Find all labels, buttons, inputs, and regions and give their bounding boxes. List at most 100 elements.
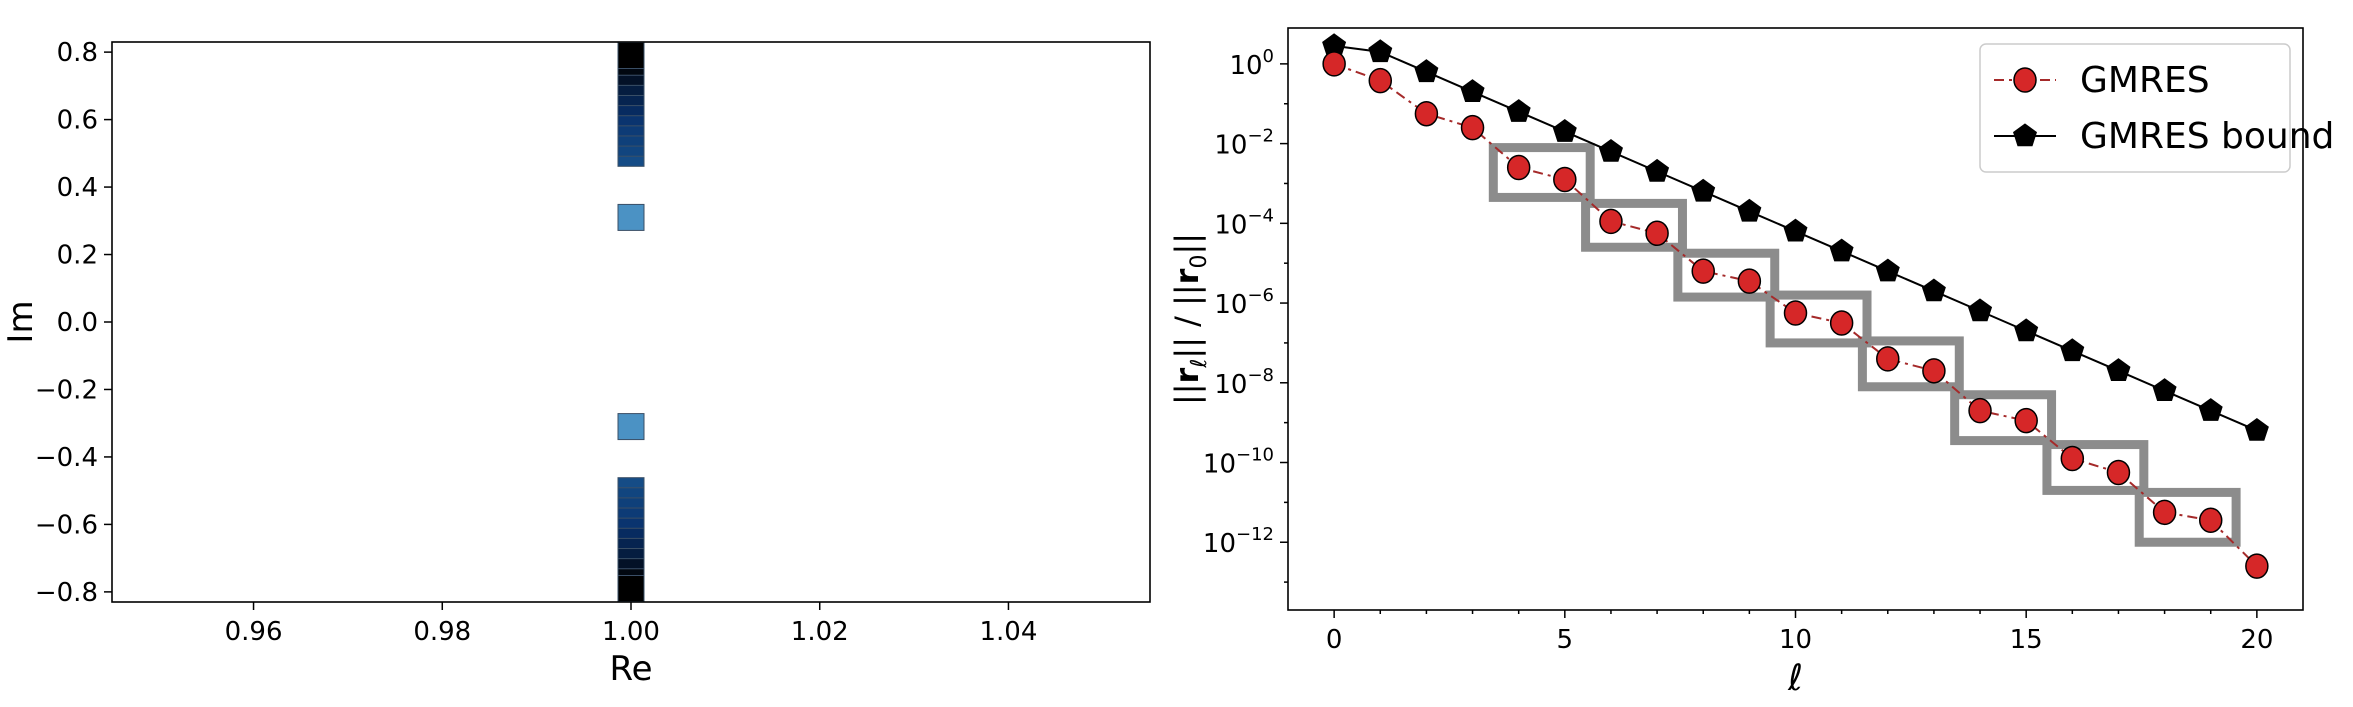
convergence-series [1322, 33, 2269, 579]
legend-label: GMRES bound [2080, 116, 2334, 157]
legend-marker [2013, 123, 2037, 147]
legend-box [1979, 43, 2291, 173]
highlight-boxes [1488, 143, 2241, 547]
data-point [2060, 445, 2085, 472]
y-tick-label: −0.6 [35, 510, 98, 540]
data-point [1783, 218, 1808, 242]
eigenvalue-y-axis-label: Im [1, 300, 41, 343]
data-point [1414, 100, 1439, 127]
y-tick-label: 10−4 [1214, 205, 1274, 240]
data-point [2152, 378, 2177, 401]
highlight-box [1488, 143, 1595, 202]
data-point [2244, 417, 2269, 441]
x-tick-label: 1.04 [980, 617, 1038, 647]
legend-marker [2013, 67, 2037, 93]
highlight-box [1581, 198, 1687, 252]
series-gmres [1322, 51, 2269, 579]
data-point [2198, 507, 2223, 534]
y-tick-label: 0.4 [57, 173, 98, 203]
x-tick-label: 10 [1779, 625, 1812, 655]
highlight-box [2134, 487, 2241, 547]
data-point [1552, 118, 1577, 142]
y-tick-label: 0.2 [57, 241, 98, 271]
data-point [1875, 258, 1900, 282]
data-point [1783, 300, 1808, 326]
data-point [1460, 114, 1485, 141]
data-point [2198, 398, 2223, 421]
data-point [1876, 346, 1900, 372]
convergence-y-axis-label: ||rℓ|| / ||r0|| [1168, 233, 1212, 405]
y-tick-label: −0.2 [35, 375, 98, 405]
data-point [2152, 499, 2177, 526]
y-tick-label: 0.8 [57, 38, 98, 68]
data-point [2106, 459, 2131, 486]
x-tick-label: 0.98 [413, 617, 471, 647]
highlight-box [1857, 336, 1964, 392]
eigenvalue-marker [617, 41, 645, 69]
data-point [2245, 553, 2269, 579]
data-point [1921, 278, 1946, 302]
convergence-plot: 0 5 10 15 20 100 10−2 10−4 10−6 10−8 10−10 10−12 ℓ… [1168, 27, 2334, 699]
data-point [1737, 268, 1762, 294]
data-point [2014, 318, 2039, 342]
x-tick-label: 0.96 [225, 617, 283, 647]
y-tick-label: 10−12 [1203, 524, 1274, 559]
highlight-box [1765, 290, 1872, 348]
data-point [2060, 338, 2085, 362]
x-tick-label: 20 [2240, 625, 2273, 655]
data-point [1368, 67, 1393, 94]
legend: GMRES GMRES bound [1979, 43, 2334, 173]
data-point [1645, 220, 1669, 247]
eigenvalue-x-ticks: 0.96 0.98 1.00 1.02 1.04 [225, 602, 1038, 647]
data-point [1829, 310, 1854, 336]
eigenvalue-y-ticks: −0.8 −0.6 −0.4 −0.2 0.0 0.2 0.4 0.6 0.8 [35, 38, 112, 608]
legend-label: GMRES [2080, 60, 2210, 101]
data-point [1829, 238, 1854, 262]
data-point [1414, 59, 1439, 83]
highlight-box [2042, 440, 2149, 495]
y-tick-label: 10−6 [1214, 285, 1274, 320]
data-point [1968, 397, 1992, 424]
highlight-box [1950, 390, 2057, 446]
y-tick-label: 0.6 [57, 106, 98, 136]
data-point [2014, 407, 2038, 434]
data-point [1368, 39, 1393, 63]
y-tick-label: −0.4 [35, 443, 98, 473]
x-tick-label: 5 [1557, 625, 1574, 655]
data-point [1322, 51, 1346, 77]
eigenvalue-x-axis-label: Re [609, 649, 652, 689]
y-tick-label: 0.0 [57, 308, 98, 338]
convergence-x-ticks: 0 5 10 15 20 [1326, 610, 2273, 655]
x-tick-label: 1.02 [791, 617, 849, 647]
data-point [1506, 154, 1531, 181]
convergence-x-axis-label: ℓ [1787, 658, 1803, 699]
data-point [1553, 166, 1577, 193]
eigenvalue-marker [617, 575, 645, 603]
y-tick-label: −0.8 [35, 578, 98, 608]
y-tick-label: 100 [1229, 46, 1274, 81]
x-tick-label: 15 [2010, 625, 2043, 655]
data-point [1598, 138, 1623, 162]
x-tick-label: 0 [1326, 625, 1343, 655]
x-tick-label: 1.00 [602, 617, 660, 647]
data-point [1460, 79, 1485, 102]
y-tick-label: 10−10 [1203, 445, 1274, 480]
convergence-y-ticks: 100 10−2 10−4 10−6 10−8 10−10 10−12 [1203, 46, 1288, 583]
eigenvalue-plot: 0.96 0.98 1.00 1.02 1.04 −0.8 −0.6 −0.4 −0.2 0.0… [1, 38, 1151, 689]
eigenvalue-marker [617, 203, 645, 231]
data-point [1599, 208, 1623, 235]
eigenvalue-marker [617, 413, 645, 441]
y-tick-label: 10−8 [1214, 365, 1274, 400]
series-gmres-bound [1322, 33, 2269, 441]
data-point [1922, 358, 1946, 384]
data-point [1737, 198, 1762, 222]
eigenvalue-points [617, 41, 645, 603]
data-point [1506, 99, 1531, 122]
data-point [1645, 158, 1670, 182]
data-point [2106, 358, 2131, 381]
data-point [1968, 298, 1993, 322]
data-point [1691, 178, 1716, 202]
highlight-box [1673, 248, 1780, 302]
y-tick-label: 10−2 [1214, 126, 1274, 161]
